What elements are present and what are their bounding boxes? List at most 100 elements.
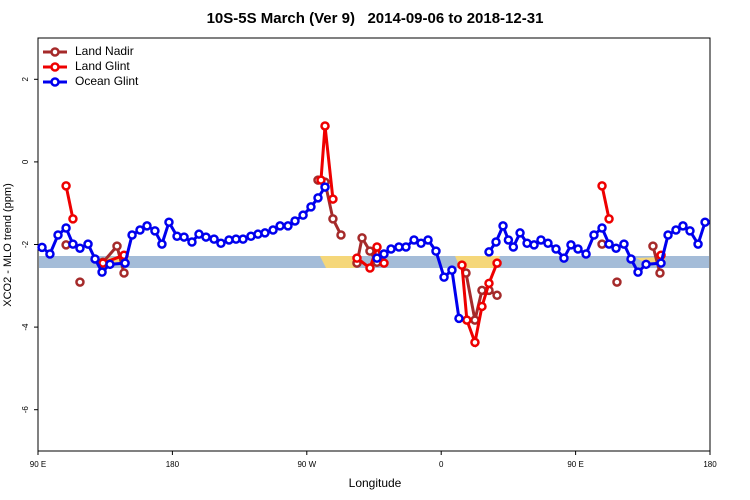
point <box>641 259 651 270</box>
point <box>462 315 472 325</box>
point <box>61 223 71 233</box>
point <box>298 210 308 220</box>
point <box>401 242 411 252</box>
point <box>336 230 346 240</box>
point <box>83 239 93 249</box>
point <box>477 301 487 312</box>
point <box>416 238 426 249</box>
point <box>655 268 665 278</box>
point <box>559 253 569 263</box>
y-tick-label: 2 <box>21 77 30 82</box>
point <box>498 221 508 231</box>
point <box>573 244 583 254</box>
point <box>589 230 599 240</box>
point <box>283 221 293 231</box>
legend-marker <box>50 77 60 87</box>
land-patch <box>320 256 356 268</box>
legend-marker <box>50 62 60 72</box>
point <box>386 244 396 254</box>
legend-marker <box>50 47 60 57</box>
point <box>612 277 622 287</box>
point <box>431 246 441 256</box>
point <box>581 249 591 259</box>
x-tick-label: 0 <box>439 460 444 469</box>
point <box>357 233 367 243</box>
point <box>209 234 219 244</box>
point <box>379 258 389 268</box>
point <box>68 239 78 249</box>
point <box>179 232 189 242</box>
point <box>529 240 539 250</box>
legend-label: Land Nadir <box>75 44 134 58</box>
point <box>619 239 629 249</box>
point <box>372 242 382 252</box>
point <box>61 181 71 191</box>
point <box>454 313 464 324</box>
point <box>97 267 107 277</box>
point <box>119 268 129 278</box>
point <box>75 277 85 287</box>
point <box>120 258 130 268</box>
y-tick-label: -2 <box>21 240 30 248</box>
point <box>508 242 519 252</box>
point <box>491 237 501 247</box>
point <box>470 337 480 348</box>
point <box>700 217 710 227</box>
point <box>260 228 270 238</box>
point <box>633 267 643 277</box>
x-tick-label: 90 E <box>30 460 46 469</box>
point <box>492 258 502 268</box>
point <box>320 182 330 192</box>
x-tick-label: 180 <box>703 460 717 469</box>
point <box>551 244 561 254</box>
point <box>439 272 449 282</box>
point <box>515 228 525 238</box>
point <box>604 214 614 224</box>
x-tick-label: 90 E <box>567 460 583 469</box>
point <box>626 254 636 264</box>
point <box>90 254 100 264</box>
point <box>492 290 502 301</box>
point <box>484 247 494 257</box>
point <box>536 235 546 245</box>
point <box>365 246 375 256</box>
point <box>53 230 63 240</box>
point <box>543 238 553 249</box>
x-axis-label: Longitude <box>349 476 402 490</box>
point <box>187 237 197 247</box>
point <box>447 265 457 275</box>
point <box>328 214 338 224</box>
point <box>409 235 419 245</box>
point <box>656 258 666 268</box>
point <box>313 193 323 203</box>
point <box>316 175 326 185</box>
point <box>216 238 226 249</box>
point <box>604 239 614 249</box>
x-tick-label: 90 W <box>297 460 316 469</box>
point <box>127 230 137 240</box>
point <box>164 217 174 227</box>
point <box>693 239 703 249</box>
point <box>290 216 300 226</box>
point <box>365 263 375 273</box>
x-tick-label: 180 <box>166 460 180 469</box>
point <box>320 121 330 131</box>
y-axis-label: XCO2 - MLO trend (ppm) <box>2 183 14 306</box>
point <box>379 249 389 259</box>
point <box>238 234 248 244</box>
point <box>142 221 152 231</box>
point <box>150 226 160 236</box>
chart-title: 10S-5S March (Ver 9) 2014-09-06 to 2018-… <box>207 10 544 27</box>
point <box>484 278 494 289</box>
point <box>352 253 362 263</box>
point <box>306 202 316 212</box>
point <box>423 235 433 245</box>
point <box>648 241 658 251</box>
point <box>566 240 576 250</box>
point <box>457 260 467 270</box>
y-tick-label: -4 <box>21 323 30 331</box>
point <box>597 181 607 191</box>
y-tick-label: -6 <box>21 406 30 414</box>
